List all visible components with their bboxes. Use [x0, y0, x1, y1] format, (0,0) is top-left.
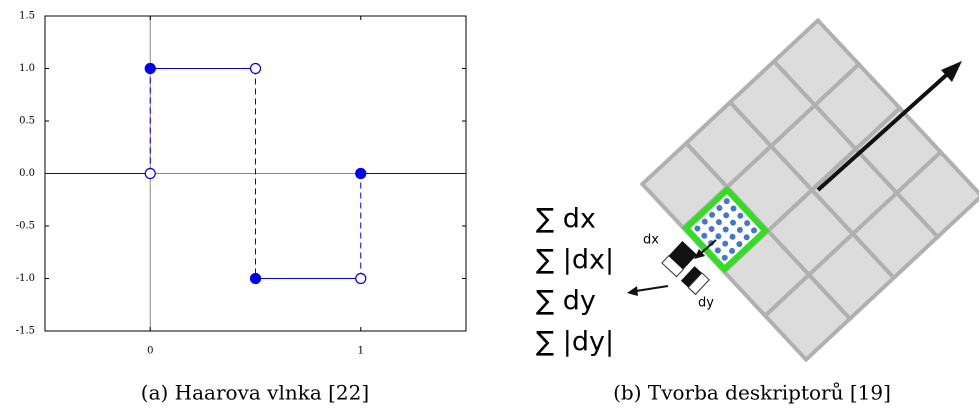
caption: (b) Tvorba deskriptorů [19]: [613, 381, 891, 405]
sample-dot: [737, 212, 744, 219]
orientation-arrow: [816, 68, 954, 192]
sample-dot: [708, 225, 715, 232]
y-tick-label: -0.5: [16, 221, 35, 232]
sum-label: ∑ dy: [536, 286, 596, 317]
sample-dot: [730, 219, 737, 226]
sample-dot: [750, 227, 757, 234]
y-tick-label: 1.5: [19, 11, 35, 22]
sample-dots: [694, 198, 757, 261]
sample-dot: [721, 254, 728, 261]
filter: [680, 266, 702, 288]
sum-label: ∑ |dx|: [536, 245, 614, 276]
closed-point: [249, 272, 262, 285]
caption: (a) Haarova vlnka [22]: [141, 381, 369, 405]
sample-dot: [744, 220, 751, 227]
sum-label: ∑ dx: [536, 204, 596, 235]
x-tick-label: 0: [147, 346, 153, 357]
sample-dot: [716, 204, 723, 211]
open-point: [355, 272, 367, 285]
open-point: [249, 62, 262, 75]
sample-dot: [714, 247, 721, 254]
sample-dot: [730, 205, 737, 212]
grid-cell: [893, 149, 979, 240]
sample-dot: [736, 241, 743, 248]
arrowhead: [941, 61, 962, 82]
sample-dot: [723, 198, 730, 205]
small-arrow: [699, 239, 717, 255]
filter: [687, 272, 710, 296]
dx-label: dx: [643, 233, 659, 248]
closed-point: [144, 62, 156, 75]
result-arrow: [635, 285, 669, 292]
closed-point: [355, 167, 367, 180]
sample-dot: [701, 232, 708, 239]
y-tick-label: 1.0: [19, 63, 35, 74]
dy-label: dy: [698, 296, 714, 311]
arrowhead: [694, 249, 705, 259]
sample-dot: [701, 218, 708, 225]
cells: [639, 17, 979, 363]
sample-dot: [729, 233, 736, 240]
filter: [668, 241, 697, 270]
sample-dot: [743, 234, 750, 241]
sum-label: ∑ |dy|: [536, 327, 614, 358]
sample-dot: [715, 219, 722, 226]
haar-filters: [661, 241, 710, 296]
chart: 1.5 1.0 0.5 0.0 -0.5 -1.0 -1.5 0 1: [16, 11, 467, 357]
open-point: [144, 167, 156, 180]
sample-dot: [694, 225, 701, 232]
y-tick-label: 0.0: [19, 168, 35, 179]
arrowhead: [627, 286, 638, 296]
x-tick-label: 1: [358, 346, 364, 357]
y-tick-label: -1.5: [16, 326, 35, 337]
descriptor-grid: [639, 17, 979, 363]
line: [45, 68, 466, 279]
sample-dot: [722, 240, 729, 247]
sample-dot: [722, 226, 729, 233]
sample-dot: [715, 233, 722, 240]
sample-dot: [709, 211, 716, 218]
diagram: dx dy ∑ dx ∑ |dx| ∑ dy ∑ |dy|: [536, 17, 979, 363]
y-tick-label: -1.0: [16, 273, 35, 284]
sample-dot: [736, 226, 743, 233]
y-tick-label: 0.5: [19, 116, 35, 127]
sample-dot: [729, 247, 736, 254]
sample-dot: [723, 212, 730, 219]
